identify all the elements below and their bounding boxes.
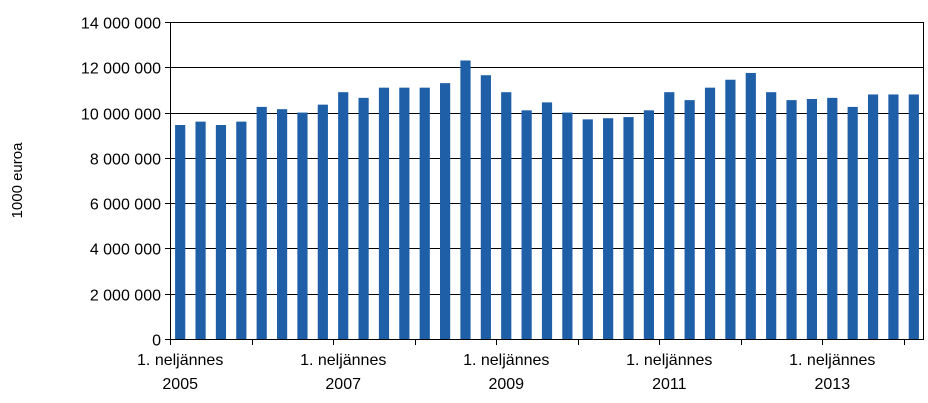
bar [317,104,328,340]
bar [643,110,654,339]
x-tick-label: 1. neljännes [626,352,712,369]
bar [236,121,247,339]
bar [664,92,675,339]
bar [562,112,573,339]
y-tick-label: 0 [152,333,161,350]
bar [501,92,512,339]
bar [338,92,349,339]
y-tick-label: 6 000 000 [90,197,161,214]
bar [276,109,288,340]
bar [358,97,369,339]
bar [541,102,553,339]
bar [480,75,491,340]
bar [195,121,206,339]
bar [175,125,186,340]
y-tick-label: 10 000 000 [81,107,161,124]
bar [888,94,899,340]
plot-frame [170,22,924,340]
bar [399,87,410,339]
x-tick-label: 1. neljännes [463,352,549,369]
y-tick-label: 2 000 000 [90,288,161,305]
bar [766,92,777,339]
bar [725,79,736,340]
bar [684,100,695,340]
bar [908,94,919,340]
x-tick-label-year: 2011 [652,376,687,393]
x-tick-label-year: 2005 [162,376,198,393]
bar [440,83,451,339]
bar [582,119,593,339]
bar [745,72,756,339]
bar [521,110,532,339]
bar [867,94,879,340]
y-tick-label: 8 000 000 [90,152,161,169]
bar [460,60,471,340]
bar [623,117,634,339]
bar [786,100,797,340]
bar [419,87,430,339]
bar [827,97,838,339]
x-tick-label: 1. neljännes [137,352,223,369]
bar [704,87,716,339]
y-tick-label: 12 000 000 [81,61,161,78]
y-tick-label: 14 000 000 [81,16,161,33]
y-tick-labels: 0 2 000 000 4 000 000 6 000 000 8 000 000 10 … [81,16,161,350]
x-tick-labels: 1. neljännes 2005 1. neljännes 2007 1. neljä… [137,352,875,393]
bar [297,112,308,339]
y-axis-title: 1000 euroa [9,142,26,219]
x-tick-label: 1. neljännes [300,352,386,369]
x-tick-label-year: 2007 [325,376,361,393]
bar [806,98,818,340]
bar [215,125,227,340]
x-tick-label-year: 2009 [488,376,524,393]
bars [175,60,919,340]
axes [165,22,924,345]
bar [847,106,858,339]
bar [603,118,614,339]
bar [378,87,390,339]
x-tick-label-year: 2013 [815,376,851,393]
y-tick-label: 4 000 000 [90,242,161,259]
bar [256,106,267,339]
x-tick-label: 1. neljännes [789,352,875,369]
